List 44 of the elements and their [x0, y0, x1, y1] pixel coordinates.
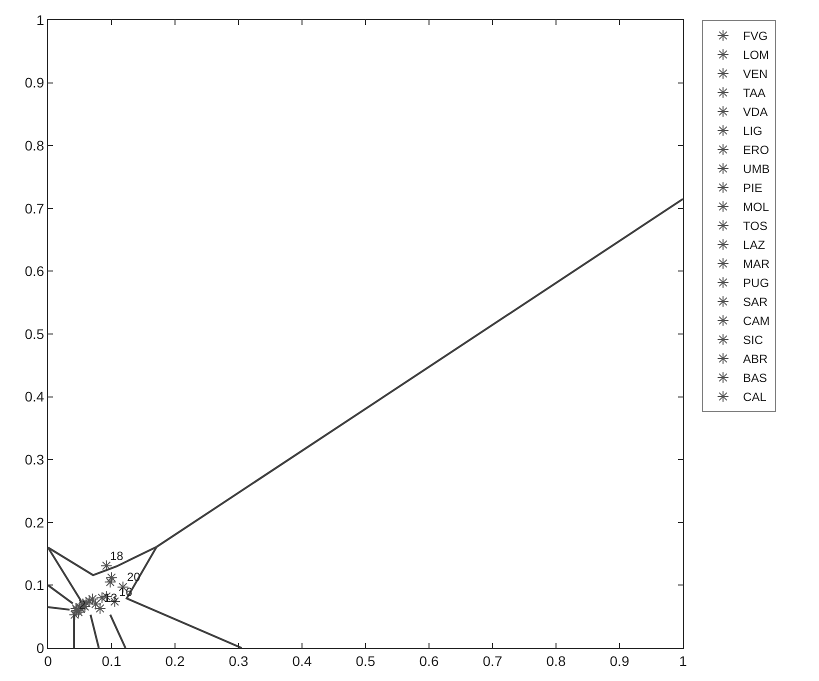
- y-tick-label: 0.5: [24, 326, 44, 342]
- legend-label: ERO: [743, 143, 770, 158]
- y-tick-label: 0.6: [24, 263, 44, 280]
- y-tick-label: 0.1: [24, 577, 44, 594]
- legend-label: LAZ: [743, 238, 766, 252]
- legend-label: TOS: [743, 219, 768, 234]
- x-tick-label: 0.9: [610, 652, 630, 669]
- legend-label: PUG: [743, 276, 770, 290]
- y-tick-label: 0: [36, 640, 44, 656]
- y-tick-label: 0.2: [24, 514, 44, 530]
- x-tick-label: 0.4: [292, 652, 312, 669]
- x-tick-label: 0.5: [356, 652, 376, 669]
- legend-label: MOL: [743, 200, 770, 214]
- annotation: 18: [110, 549, 124, 563]
- x-tick-label: 0.1: [102, 652, 122, 669]
- legend-label: UMB: [743, 162, 770, 176]
- y-tick-label: 0.9: [24, 74, 44, 91]
- x-tick-label: 1: [679, 652, 688, 669]
- legend-label: TAA: [743, 86, 766, 100]
- y-tick-label: 0.4: [24, 388, 44, 405]
- y-tick-label: 0.7: [24, 200, 44, 216]
- x-tick-label: 0.2: [165, 652, 185, 669]
- y-tick-label: 1: [36, 12, 44, 28]
- legend-label: BAS: [743, 371, 768, 386]
- legend-label: CAL: [743, 390, 767, 404]
- y-tick-label: 0.8: [24, 138, 44, 154]
- x-tick-label: 0.8: [546, 652, 566, 669]
- annotation: 2: [79, 598, 86, 612]
- x-tick-label: 0.6: [419, 652, 439, 669]
- legend-label: VEN: [743, 67, 768, 82]
- legend-label: LIG: [743, 124, 762, 138]
- x-tick-label: 0.7: [482, 652, 502, 669]
- annotation: 13: [104, 591, 118, 605]
- legend-label: SIC: [743, 333, 764, 348]
- legend-label: CAM: [743, 314, 770, 328]
- x-tick-label: 0.3: [228, 652, 248, 669]
- legend-label: PIE: [743, 181, 762, 196]
- legend-label: VDA: [743, 105, 768, 120]
- legend-label: SAR: [743, 295, 768, 310]
- legend-label: LOM: [743, 48, 770, 62]
- legend-label: ABR: [743, 352, 768, 366]
- y-tick-label: 0.3: [24, 452, 44, 468]
- legend-label: MAR: [743, 257, 770, 272]
- legend-label: FVG: [743, 29, 768, 44]
